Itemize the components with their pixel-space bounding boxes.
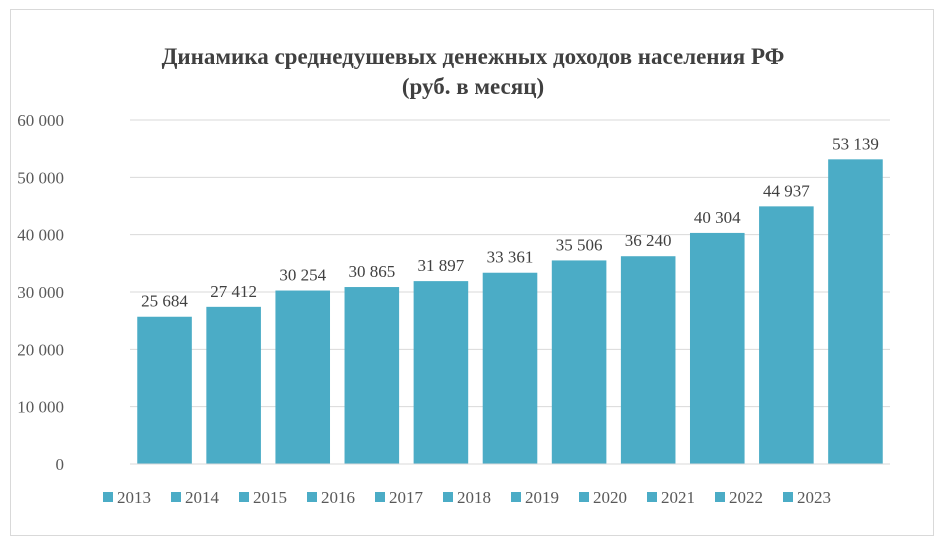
bar	[344, 287, 400, 464]
data-label: 30 254	[279, 266, 326, 285]
legend-label: 2017	[389, 488, 424, 507]
bar	[413, 281, 469, 464]
y-tick-label: 60 000	[17, 111, 64, 130]
legend-swatch	[103, 492, 113, 502]
chart-subtitle-line: (руб. в месяц)	[401, 74, 545, 99]
bar	[759, 206, 814, 464]
data-label: 25 684	[141, 292, 188, 311]
legend-swatch	[647, 492, 657, 502]
legend-label: 2014	[185, 488, 220, 507]
data-label: 31 897	[418, 256, 465, 275]
bar	[206, 306, 261, 464]
y-tick-label: 40 000	[17, 226, 64, 245]
bar	[551, 260, 607, 464]
bar	[482, 272, 538, 464]
legend-label: 2022	[729, 488, 763, 507]
data-label: 53 139	[832, 134, 879, 153]
legend-swatch	[375, 492, 385, 502]
bar	[137, 316, 192, 464]
bar	[620, 256, 676, 464]
y-tick-label: 0	[56, 455, 65, 474]
legend-label: 2020	[593, 488, 627, 507]
y-tick-label: 20 000	[17, 340, 64, 359]
legend-label: 2013	[117, 488, 151, 507]
legend-swatch	[443, 492, 453, 502]
data-label: 27 412	[210, 282, 257, 301]
legend-label: 2023	[797, 488, 831, 507]
bar	[689, 232, 745, 464]
legend-swatch	[579, 492, 589, 502]
legend-swatch	[307, 492, 317, 502]
legend-label: 2021	[661, 488, 695, 507]
legend-swatch	[511, 492, 521, 502]
chart-title: Динамика среднедушевых денежных доходов …	[0, 42, 946, 102]
legend-swatch	[783, 492, 793, 502]
legend-swatch	[239, 492, 249, 502]
legend-swatch	[715, 492, 725, 502]
y-tick-label: 30 000	[17, 283, 64, 302]
data-label: 35 506	[556, 235, 603, 254]
legend-swatch	[171, 492, 181, 502]
bar	[275, 290, 331, 464]
data-label: 40 304	[694, 208, 741, 227]
chart-title-line: Динамика среднедушевых денежных доходов …	[161, 44, 785, 69]
legend-label: 2015	[253, 488, 287, 507]
bar	[828, 159, 883, 464]
data-label: 44 937	[763, 181, 810, 200]
legend-label: 2018	[457, 488, 491, 507]
data-label: 33 361	[487, 248, 534, 267]
data-label: 36 240	[625, 231, 672, 250]
y-tick-label: 50 000	[17, 168, 64, 187]
data-label: 30 865	[348, 262, 395, 281]
legend-label: 2016	[321, 488, 355, 507]
legend-label: 2019	[525, 488, 559, 507]
y-tick-label: 10 000	[17, 398, 64, 417]
